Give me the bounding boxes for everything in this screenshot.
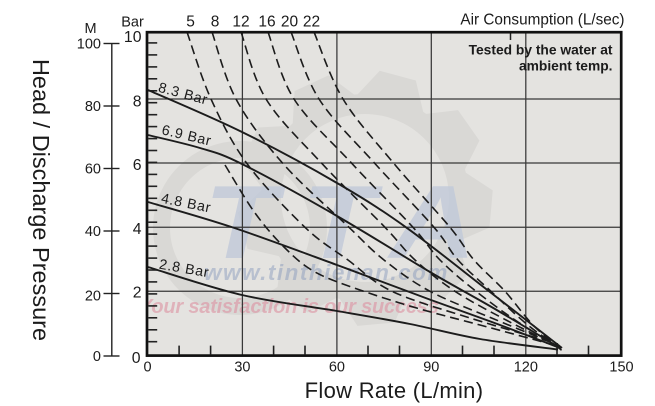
svg-text:Head / Discharge Pressure: Head / Discharge Pressure — [28, 59, 54, 341]
svg-text:Tested by the water at: Tested by the water at — [469, 43, 613, 58]
svg-text:0: 0 — [144, 360, 152, 376]
svg-text:2: 2 — [133, 284, 142, 301]
svg-text:M: M — [84, 21, 96, 37]
svg-text:8: 8 — [133, 93, 142, 110]
svg-text:Flow Rate (L/min): Flow Rate (L/min) — [305, 378, 484, 403]
svg-text:40: 40 — [85, 224, 101, 240]
svg-text:www.tinthienan.com: www.tinthienan.com — [204, 260, 449, 285]
svg-text:Air Consumption (L/sec): Air Consumption (L/sec) — [460, 12, 624, 29]
svg-text:Bar: Bar — [121, 15, 144, 31]
svg-text:60: 60 — [329, 360, 345, 376]
svg-text:60: 60 — [85, 162, 101, 178]
svg-text:22: 22 — [303, 14, 320, 31]
svg-text:0: 0 — [132, 350, 141, 367]
svg-text:80: 80 — [85, 99, 101, 115]
svg-text:120: 120 — [514, 360, 538, 376]
svg-text:20: 20 — [85, 288, 101, 304]
svg-text:0: 0 — [93, 349, 101, 365]
svg-text:8: 8 — [211, 14, 220, 31]
svg-text:Your satisfaction is our succe: Your satisfaction is our success — [139, 296, 439, 318]
svg-text:100: 100 — [77, 37, 101, 53]
svg-text:ambient temp.: ambient temp. — [519, 59, 613, 74]
svg-text:10: 10 — [124, 29, 142, 46]
svg-text:90: 90 — [423, 360, 439, 376]
svg-text:6: 6 — [133, 157, 142, 174]
svg-text:30: 30 — [234, 360, 250, 376]
svg-text:4: 4 — [133, 221, 142, 238]
svg-text:TTA: TTA — [204, 164, 500, 280]
svg-text:12: 12 — [232, 14, 249, 31]
svg-text:20: 20 — [281, 14, 299, 31]
svg-text:16: 16 — [258, 14, 275, 31]
svg-text:150: 150 — [609, 360, 633, 376]
svg-text:5: 5 — [186, 14, 195, 31]
